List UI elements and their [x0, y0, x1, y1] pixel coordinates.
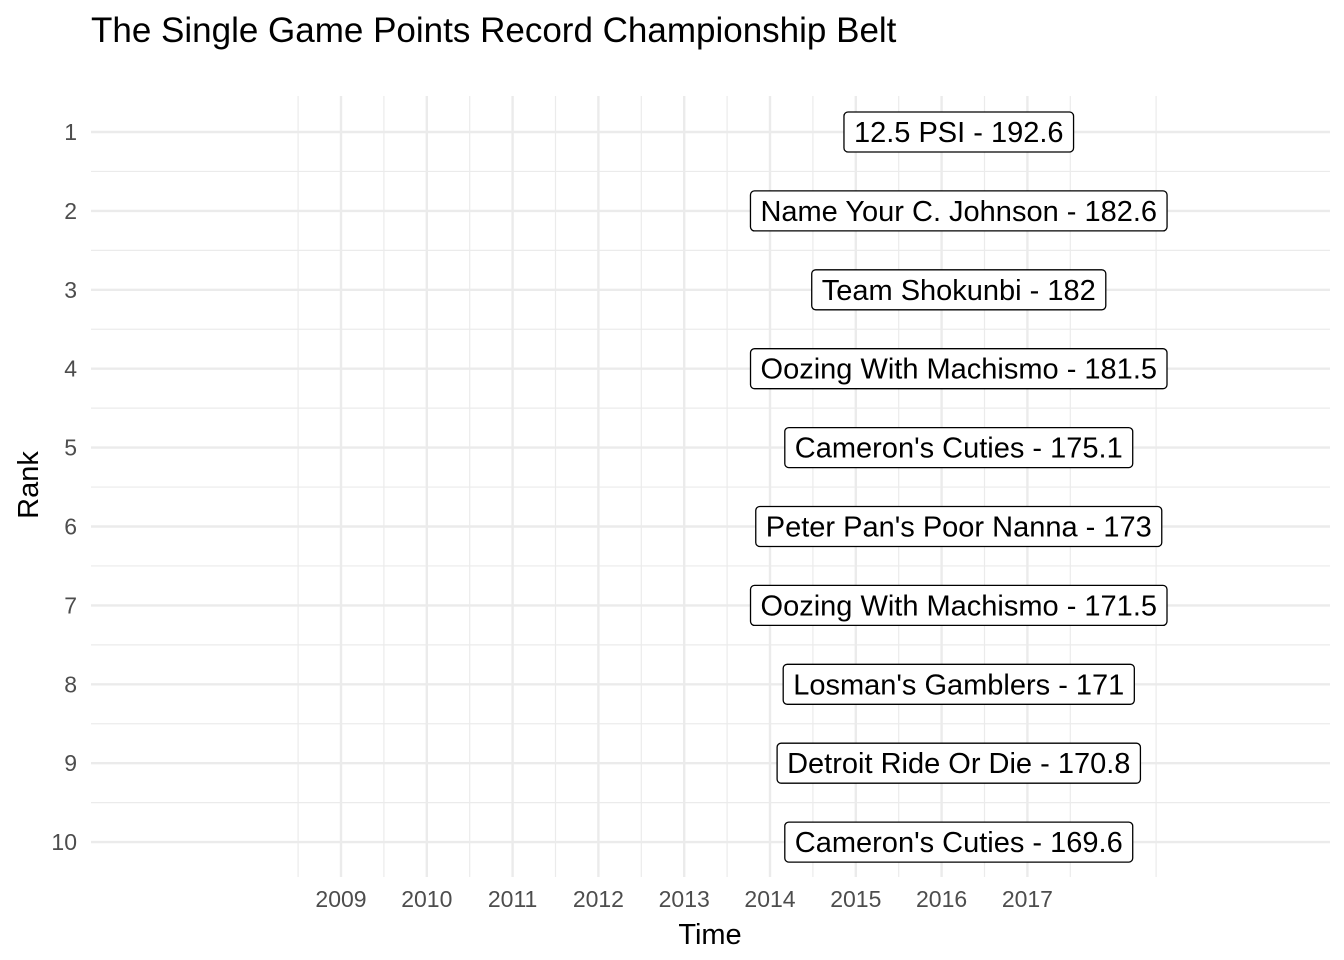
- y-tick-label: 10: [51, 829, 77, 855]
- y-tick-label: 4: [64, 356, 77, 382]
- x-tick-label: 2011: [488, 886, 537, 912]
- record-label: Cameron's Cuties - 175.1: [784, 426, 1134, 469]
- record-label: Losman's Gamblers - 171: [782, 663, 1135, 705]
- x-tick-label: 2009: [315, 886, 366, 912]
- record-label-box: [784, 821, 1134, 863]
- x-tick-label: 2016: [916, 886, 967, 912]
- record-label: Cameron's Cuties - 169.6: [784, 821, 1134, 863]
- x-tick-label: 2013: [659, 886, 710, 912]
- record-label: Oozing With Machismo - 181.5: [749, 348, 1168, 390]
- y-axis-ticks: 1 2 3 4 5 6 7 8 9 10: [51, 119, 77, 855]
- y-tick-label: 6: [64, 514, 77, 540]
- record-label-box: [811, 269, 1107, 311]
- x-tick-label: 2017: [1002, 886, 1053, 912]
- x-tick-label: 2015: [830, 886, 881, 912]
- y-tick-label: 1: [64, 119, 77, 145]
- record-label-box: [755, 505, 1163, 548]
- record-label: Name Your C. Johnson - 182.6: [749, 190, 1168, 232]
- record-label: Peter Pan's Poor Nanna - 173: [755, 505, 1163, 548]
- chart-title: The Single Game Points Record Championsh…: [91, 11, 897, 50]
- record-label-text: Peter Pan's Poor Nanna - 173: [766, 512, 1152, 544]
- record-label: Team Shokunbi - 182: [811, 269, 1107, 311]
- record-label: 12.5 PSI - 192.6: [843, 111, 1075, 153]
- record-label-box: [843, 111, 1075, 153]
- y-tick-label: 2: [64, 198, 77, 224]
- record-label-box: [782, 663, 1135, 705]
- record-label-text: Oozing With Machismo - 181.5: [761, 354, 1157, 386]
- x-tick-label: 2012: [573, 886, 624, 912]
- record-label-text: Cameron's Cuties - 175.1: [795, 433, 1123, 465]
- record-label-box: [784, 426, 1134, 469]
- record-label-text: Team Shokunbi - 182: [822, 275, 1096, 307]
- y-axis-title: Rank: [13, 451, 45, 519]
- record-label-text: 12.5 PSI - 192.6: [854, 117, 1064, 149]
- record-label-text: Losman's Gamblers - 171: [793, 669, 1124, 701]
- record-label: Detroit Ride Or Die - 170.8: [776, 742, 1142, 784]
- x-axis-ticks: 2009 2010 2011 2012 2013 2014 2015 2016 2017: [315, 886, 1053, 912]
- record-label: Oozing With Machismo - 171.5: [749, 584, 1168, 627]
- record-label-box: [749, 190, 1168, 232]
- record-labels: 12.5 PSI - 192.6 Name Your C. Johnson - 1…: [749, 111, 1168, 863]
- x-axis-title: Time: [678, 919, 741, 951]
- y-tick-label: 8: [64, 671, 77, 697]
- x-tick-label: 2014: [744, 886, 795, 912]
- record-label-text: Name Your C. Johnson - 182.6: [760, 196, 1157, 228]
- y-tick-label: 3: [64, 277, 77, 303]
- x-tick-label: 2010: [401, 886, 452, 912]
- y-tick-label: 5: [64, 435, 77, 461]
- record-label-box: [749, 348, 1168, 390]
- y-tick-label: 9: [64, 750, 77, 776]
- record-label-text: Cameron's Cuties - 169.6: [795, 827, 1123, 859]
- record-label-text: Oozing With Machismo - 171.5: [761, 590, 1157, 622]
- y-tick-label: 7: [64, 592, 77, 618]
- record-label-box: [776, 742, 1142, 784]
- record-label-box: [749, 584, 1168, 627]
- record-label-text: Detroit Ride Or Die - 170.8: [787, 748, 1130, 780]
